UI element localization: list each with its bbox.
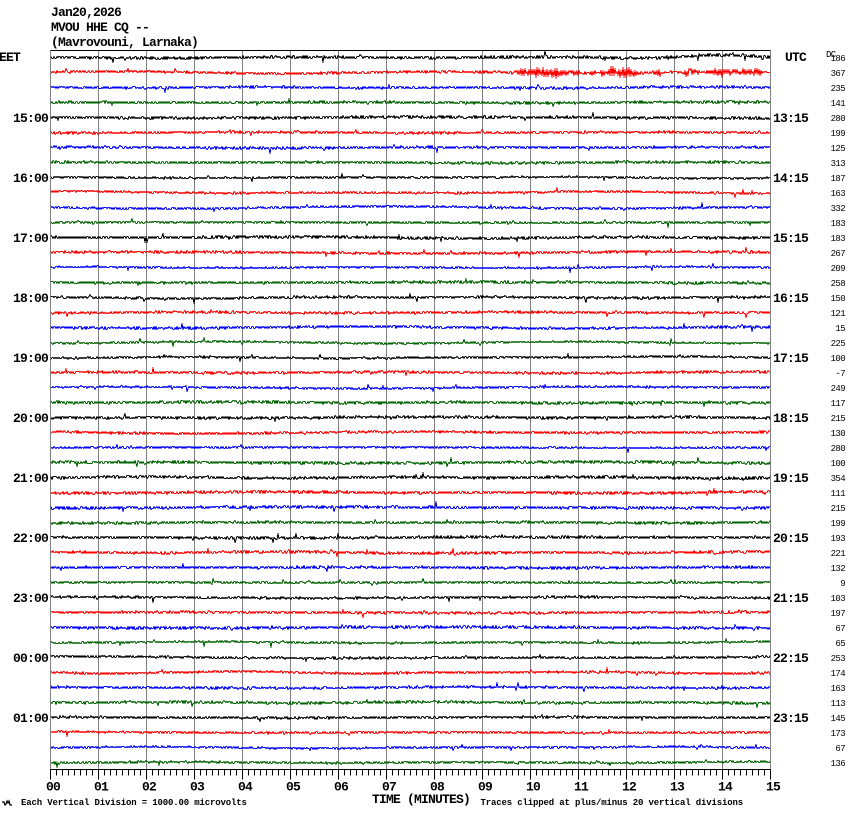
svg-text:173: 173: [831, 729, 846, 739]
svg-text:280: 280: [831, 114, 846, 124]
svg-text:100: 100: [831, 459, 846, 469]
svg-text:23:00: 23:00: [13, 591, 49, 606]
svg-text:141: 141: [831, 99, 846, 109]
svg-text:16:00: 16:00: [13, 171, 49, 186]
svg-text:197: 197: [831, 609, 846, 619]
svg-text:313: 313: [831, 159, 846, 169]
svg-text:Each Vertical Division = 1000.: Each Vertical Division = 1000.00 microvo…: [21, 798, 247, 808]
svg-text:121: 121: [831, 309, 846, 319]
svg-text:18:00: 18:00: [13, 291, 49, 306]
svg-text:00: 00: [46, 780, 61, 795]
svg-text:145: 145: [831, 714, 846, 724]
svg-text:23:15: 23:15: [773, 711, 809, 726]
svg-text:183: 183: [831, 219, 846, 229]
svg-text:21:15: 21:15: [773, 591, 809, 606]
svg-text:06: 06: [334, 780, 349, 795]
svg-text:15:00: 15:00: [13, 111, 49, 126]
svg-text:13: 13: [670, 780, 685, 795]
svg-text:103: 103: [831, 594, 846, 604]
svg-text:14:15: 14:15: [773, 171, 809, 186]
svg-text:174: 174: [831, 669, 846, 679]
svg-text:67: 67: [835, 744, 845, 754]
svg-text:22:00: 22:00: [13, 531, 49, 546]
svg-text:EET: EET: [0, 50, 21, 65]
svg-text:65: 65: [835, 639, 845, 649]
svg-text:354: 354: [831, 474, 846, 484]
svg-text:13:15: 13:15: [773, 111, 809, 126]
svg-text:183: 183: [831, 234, 846, 244]
svg-text:Traces clipped at plus/minus 2: Traces clipped at plus/minus 20 vertical…: [481, 798, 744, 808]
svg-text:111: 111: [831, 489, 846, 499]
svg-text:125: 125: [831, 144, 846, 154]
svg-text:15: 15: [766, 780, 781, 795]
svg-text:199: 199: [831, 129, 846, 139]
svg-text:02: 02: [142, 780, 157, 795]
svg-text:215: 215: [831, 414, 846, 424]
svg-text:19:15: 19:15: [773, 471, 809, 486]
svg-text:Jan20,2026: Jan20,2026: [51, 5, 122, 20]
svg-text:15: 15: [835, 324, 845, 334]
svg-text:15:15: 15:15: [773, 231, 809, 246]
svg-text:113: 113: [831, 699, 846, 709]
svg-text:367: 367: [831, 69, 846, 79]
svg-text:17:15: 17:15: [773, 351, 809, 366]
svg-text:225: 225: [831, 339, 846, 349]
svg-text:249: 249: [831, 384, 846, 394]
svg-text:22:15: 22:15: [773, 651, 809, 666]
svg-text:163: 163: [831, 684, 846, 694]
svg-text:186: 186: [831, 54, 846, 64]
svg-text:253: 253: [831, 654, 846, 664]
svg-text:117: 117: [831, 399, 846, 409]
svg-text:10: 10: [526, 780, 541, 795]
svg-text:16:15: 16:15: [773, 291, 809, 306]
svg-text:215: 215: [831, 504, 846, 514]
svg-text:-7: -7: [835, 369, 845, 379]
svg-text:235: 235: [831, 84, 846, 94]
svg-text:20:15: 20:15: [773, 531, 809, 546]
svg-text:199: 199: [831, 519, 846, 529]
svg-text:08: 08: [430, 780, 445, 795]
svg-text:14: 14: [718, 780, 733, 795]
svg-text:17:00: 17:00: [13, 231, 49, 246]
svg-text:193: 193: [831, 534, 846, 544]
svg-text:18:15: 18:15: [773, 411, 809, 426]
svg-text:01:00: 01:00: [13, 711, 49, 726]
svg-text:04: 04: [238, 780, 253, 795]
svg-text:150: 150: [831, 294, 846, 304]
svg-text:67: 67: [835, 624, 845, 634]
svg-text:12: 12: [622, 780, 637, 795]
svg-text:TIME (MINUTES): TIME (MINUTES): [372, 792, 470, 807]
svg-text:19:00: 19:00: [13, 351, 49, 366]
svg-text:100: 100: [831, 354, 846, 364]
svg-text:03: 03: [190, 780, 205, 795]
svg-text:20:00: 20:00: [13, 411, 49, 426]
svg-text:136: 136: [831, 759, 846, 769]
svg-text:09: 09: [478, 780, 493, 795]
svg-text:21:00: 21:00: [13, 471, 49, 486]
svg-text:267: 267: [831, 249, 846, 259]
svg-text:130: 130: [831, 429, 846, 439]
svg-text:163: 163: [831, 189, 846, 199]
svg-text:01: 01: [94, 780, 109, 795]
svg-text:132: 132: [831, 564, 846, 574]
svg-text:MVOU HHE CQ --: MVOU HHE CQ --: [51, 20, 149, 35]
svg-text:332: 332: [831, 204, 846, 214]
svg-text:9: 9: [840, 579, 845, 589]
svg-text:221: 221: [831, 549, 846, 559]
svg-text:07: 07: [382, 780, 396, 795]
svg-text:258: 258: [831, 279, 846, 289]
svg-text:280: 280: [831, 444, 846, 454]
svg-text:00:00: 00:00: [13, 651, 49, 666]
svg-text:11: 11: [574, 780, 589, 795]
svg-text:UTC: UTC: [785, 50, 807, 65]
svg-text:DC: DC: [826, 50, 837, 60]
svg-text:(Mavrovouni, Larnaka): (Mavrovouni, Larnaka): [51, 35, 198, 50]
svg-text:187: 187: [831, 174, 846, 184]
svg-text:209: 209: [831, 264, 846, 274]
svg-text:05: 05: [286, 780, 301, 795]
